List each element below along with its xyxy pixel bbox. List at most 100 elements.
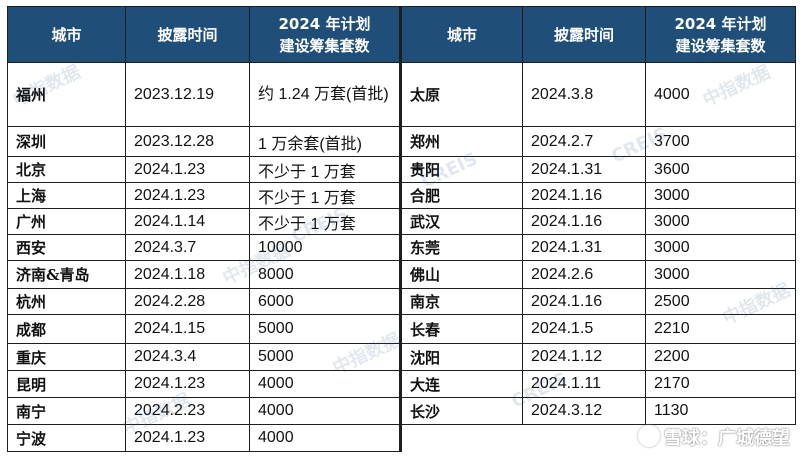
right-city-cell: 武汉: [399, 208, 523, 235]
housing-plan-table: 城市 披露时间 2024 年计划 建设筹集套数 城市 披露时间 2024 年计划建…: [7, 6, 796, 452]
header-plan-right-line1: 2024 年计划: [674, 14, 767, 33]
table-row: 成都 2024.1.15 5000 长春 2024.1.5 2210: [7, 314, 796, 344]
right-plan-cell: 2170: [645, 370, 796, 398]
left-plan-cell: 不少于 1 万套: [249, 156, 401, 183]
right-city-cell: 合肥: [399, 182, 523, 209]
header-plan-right-line2: 建设筹集套数: [675, 36, 766, 55]
left-city-cell: 济南&青岛: [7, 260, 126, 289]
right-plan-cell: 3000: [645, 234, 796, 261]
right-city-cell: 佛山: [399, 260, 523, 289]
left-date-cell: 2023.12.28: [125, 126, 250, 157]
left-plan-cell: 8000: [249, 260, 401, 289]
snowball-logo-icon: [638, 425, 660, 447]
header-plan-line2: 建设筹集套数: [279, 36, 370, 55]
left-date-cell: 2024.1.23: [125, 424, 250, 452]
right-date-cell: 2024.1.31: [522, 234, 646, 261]
left-plan-cell: 1 万余套(首批): [249, 126, 401, 157]
left-city-cell: 南宁: [7, 397, 126, 425]
header-date-right: 披露时间: [522, 6, 646, 63]
left-date-cell: 2024.1.15: [125, 314, 250, 344]
left-plan-cell: 6000: [249, 288, 401, 315]
right-plan-cell: 2500: [645, 288, 796, 315]
left-city-cell: 福州: [7, 62, 126, 127]
right-date-cell: 2024.2.6: [522, 260, 646, 289]
left-plan-cell: 4000: [249, 397, 401, 425]
table-row: 昆明 2024.1.23 4000 大连 2024.1.11 2170: [7, 370, 796, 398]
left-date-cell: 2024.3.4: [125, 343, 250, 371]
left-city-cell: 宁波: [7, 424, 126, 452]
empty-cell: [645, 424, 796, 452]
table-row: 广州 2024.1.14 不少于 1 万套 武汉 2024.1.16 3000: [7, 208, 796, 235]
header-row: 城市 披露时间 2024 年计划 建设筹集套数 城市 披露时间 2024 年计划建…: [7, 6, 796, 63]
right-plan-cell: 3600: [645, 156, 796, 183]
left-date-cell: 2024.1.23: [125, 156, 250, 183]
right-plan-cell: 3700: [645, 126, 796, 157]
left-date-cell: 2024.3.7: [125, 234, 250, 261]
right-plan-cell: 3000: [645, 182, 796, 209]
table-row: 西安 2024.3.7 10000 东莞 2024.1.31 3000: [7, 234, 796, 261]
header-plan-right: 2024 年计划 建设筹集套数: [645, 6, 796, 63]
table-row: 杭州 2024.2.28 6000 南京 2024.1.16 2500: [7, 288, 796, 315]
left-plan-cell: 不少于 1 万套: [249, 182, 401, 209]
right-city-cell: 东莞: [399, 234, 523, 261]
right-date-cell: 2024.1.12: [522, 343, 646, 371]
table-row: 深圳 2023.12.28 1 万余套(首批) 郑州 2024.2.7 3700: [7, 126, 796, 157]
left-city-cell: 昆明: [7, 370, 126, 398]
left-city-cell: 深圳: [7, 126, 126, 157]
right-city-cell: 长春: [399, 314, 523, 344]
right-date-cell: 2024.1.16: [522, 208, 646, 235]
right-plan-cell: 1130: [645, 397, 796, 425]
header-city-right: 城市: [399, 6, 523, 63]
table-row: 重庆 2024.3.4 5000 沈阳 2024.1.12 2200: [7, 343, 796, 371]
right-city-cell: 贵阳: [399, 156, 523, 183]
left-plan-cell: 4000: [249, 370, 401, 398]
right-plan-cell: 2210: [645, 314, 796, 344]
left-city-cell: 上海: [7, 182, 126, 209]
right-plan-cell: 4000: [645, 62, 796, 127]
left-plan-cell: 不少于 1 万套: [249, 208, 401, 235]
right-city-cell: 长沙: [399, 397, 523, 425]
right-plan-cell: 2200: [645, 343, 796, 371]
left-date-cell: 2024.1.23: [125, 182, 250, 209]
left-plan-cell: 4000: [249, 424, 401, 452]
right-city-cell: 南京: [399, 288, 523, 315]
header-date: 披露时间: [125, 6, 250, 63]
left-plan-cell: 10000: [249, 234, 401, 261]
header-plan: 2024 年计划 建设筹集套数: [249, 6, 401, 63]
right-date-cell: 2024.1.11: [522, 370, 646, 398]
empty-cell: [399, 424, 523, 452]
left-city-cell: 西安: [7, 234, 126, 261]
header-plan-line1: 2024 年计划: [278, 14, 371, 33]
right-date-cell: 2024.1.5: [522, 314, 646, 344]
right-date-cell: 2024.3.8: [522, 62, 646, 127]
table-row: 福州 2023.12.19 约 1.24 万套(首批) 太原 2024.3.8 4000: [7, 62, 796, 127]
left-city-cell: 北京: [7, 156, 126, 183]
table-row: 上海 2024.1.23 不少于 1 万套 合肥 2024.1.16 3000: [7, 182, 796, 209]
left-city-cell: 杭州: [7, 288, 126, 315]
right-date-cell: 2024.1.16: [522, 288, 646, 315]
left-plan-cell: 约 1.24 万套(首批): [249, 62, 401, 127]
left-date-cell: 2024.2.28: [125, 288, 250, 315]
header-city: 城市: [7, 6, 126, 63]
footer-text: 雪球：广城德望: [664, 428, 790, 449]
table-row: 济南&青岛 2024.1.18 8000 佛山 2024.2.6 3000: [7, 260, 796, 289]
left-date-cell: 2024.1.18: [125, 260, 250, 289]
left-city-cell: 广州: [7, 208, 126, 235]
right-plan-cell: 3000: [645, 208, 796, 235]
left-plan-cell: 5000: [249, 314, 401, 344]
left-city-cell: 成都: [7, 314, 126, 344]
footer-watermark: 雪球：广城德望: [638, 424, 790, 450]
right-date-cell: 2024.1.16: [522, 182, 646, 209]
table-row: 南宁 2024.2.23 4000 长沙 2024.3.12 1130: [7, 397, 796, 425]
right-plan-cell: 3000: [645, 260, 796, 289]
right-city-cell: 太原: [399, 62, 523, 127]
right-date-cell: 2024.3.12: [522, 397, 646, 425]
right-date-cell: 2024.1.31: [522, 156, 646, 183]
left-plan-cell: 5000: [249, 343, 401, 371]
right-date-cell: 2024.2.7: [522, 126, 646, 157]
table-row: 宁波 2024.1.23 4000: [7, 424, 796, 452]
empty-cell: [522, 424, 646, 452]
right-city-cell: 大连: [399, 370, 523, 398]
right-city-cell: 沈阳: [399, 343, 523, 371]
table-body: 福州 2023.12.19 约 1.24 万套(首批) 太原 2024.3.8 4000 深…: [7, 62, 796, 452]
